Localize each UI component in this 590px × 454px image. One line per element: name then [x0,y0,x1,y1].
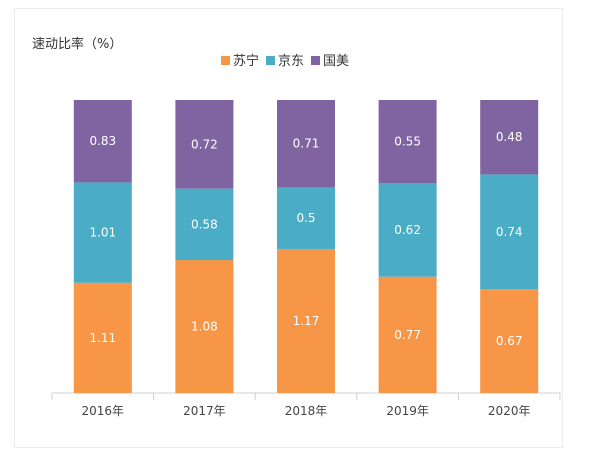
x-axis-ticks: 2016年 2017年 2018年 2019年 2020年 [82,404,531,418]
bar-segment [175,188,234,261]
x-tick-label: 2020年 [488,404,531,418]
legend-label-0: 苏宁 [233,53,259,69]
x-tick-label: 2019年 [386,404,429,418]
x-tick-label: 2017年 [183,404,226,418]
bar-segment [378,183,437,277]
data-label: 1.11 [89,331,116,345]
bar-segment [73,182,132,283]
bar-segment [480,174,539,290]
data-label: 0.58 [191,217,218,231]
data-label: 0.67 [496,334,523,348]
bar-segment [378,276,437,393]
data-label: 0.74 [496,225,523,239]
bar-segment [73,282,132,393]
legend-swatch-0 [221,56,230,65]
data-label: 1.08 [191,320,218,334]
legend-swatch-2 [311,56,320,65]
bar-segment [175,100,234,189]
data-label: 1.01 [89,226,116,240]
data-label: 0.83 [89,134,116,148]
legend-label-1: 京东 [278,54,304,69]
legend: 苏宁 京东 国美 [221,53,349,69]
bar-segment [480,289,539,393]
data-label: 0.55 [394,135,421,149]
bar-segment [277,100,335,188]
data-label: 1.17 [293,314,320,328]
data-label: 0.77 [394,328,421,342]
data-label: 0.71 [293,137,320,151]
x-tick-label: 2016年 [82,404,125,418]
bar-segment [277,248,335,393]
bar-segment [73,100,132,183]
category-separators [51,393,561,400]
bar-segment [277,187,335,249]
data-label: 0.5 [296,211,315,225]
data-label: 0.72 [191,137,218,151]
data-label: 0.48 [496,130,523,144]
bar-segment [378,100,437,184]
bar-segment [480,100,539,175]
bars: 1.11 1.01 0.83 1.08 0.58 0.72 1.17 0.5 0.71 0.77 0… [73,100,539,393]
bar-segment [175,260,234,393]
data-label: 0.62 [394,223,421,237]
x-tick-label: 2018年 [285,404,328,418]
chart-title: 速动比率（%） [32,36,122,52]
legend-label-2: 国美 [323,54,349,69]
legend-swatch-1 [266,56,275,65]
